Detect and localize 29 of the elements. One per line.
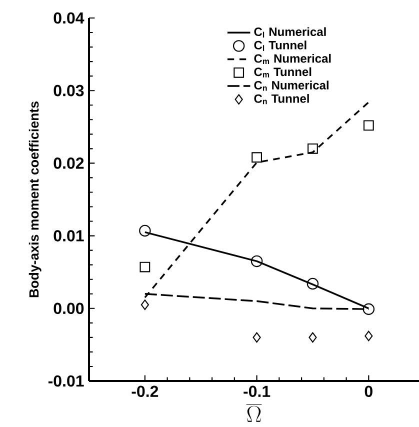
point [362, 303, 375, 315]
y-tick-label: 0.00 [54, 302, 84, 314]
point [308, 143, 318, 154]
point [252, 152, 262, 163]
point [364, 330, 373, 342]
point [139, 224, 151, 237]
x-axis-title: $\overline{\Omega}$ [246, 404, 262, 422]
y-tick-label: 0.01 [54, 230, 84, 242]
point [306, 278, 319, 290]
y-axis-title: Body-axis moment coefficients [28, 102, 42, 298]
y-tick-label: -0.01 [48, 375, 84, 387]
y-tick-label: 0.03 [54, 84, 84, 96]
y-tick-label: 0.02 [54, 158, 84, 169]
x-tick-label: 0 [364, 386, 372, 398]
legend-label: C$_{l}$ Tunnel [254, 40, 306, 51]
legend-label: C$_{n}$ Numerical [254, 80, 328, 91]
point [252, 332, 261, 343]
point [308, 332, 317, 343]
point [363, 120, 374, 131]
y-tick-label: 0.04 [54, 12, 84, 24]
point [140, 262, 150, 272]
point [250, 255, 263, 268]
legend-label: C$_{n}$ Tunnel [254, 94, 309, 104]
legend-label: C$_{m}$ Tunnel [254, 67, 312, 78]
legend-label: C$_{m}$ Numerical [254, 54, 331, 64]
x-tick-label: -0.2 [132, 386, 158, 398]
legend-label: C$_{l}$ Numerical [254, 27, 326, 38]
point [140, 300, 149, 310]
x-tick-label: -0.1 [244, 386, 270, 398]
